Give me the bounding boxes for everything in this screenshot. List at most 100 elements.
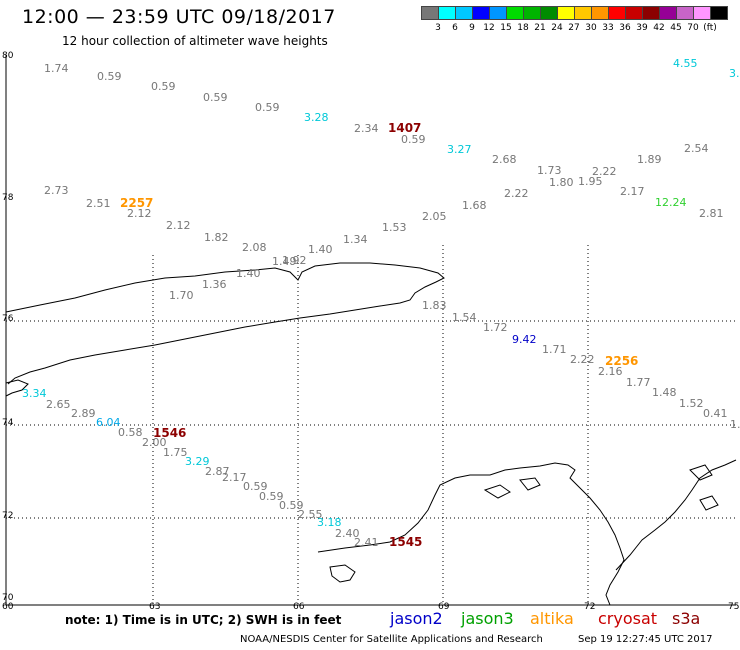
- wave-height-value: 0.59: [279, 499, 304, 512]
- wave-height-value: 0.59: [97, 70, 122, 83]
- wave-height-value: 1.: [730, 418, 740, 431]
- wave-height-value: 1.77: [626, 376, 651, 389]
- wave-height-value: 12.24: [655, 196, 687, 209]
- wave-height-value: 1.70: [169, 289, 194, 302]
- wave-height-value: 1.68: [462, 199, 487, 212]
- wave-height-value: 2.12: [127, 207, 152, 220]
- wave-height-value: 1.75: [163, 446, 188, 459]
- wave-height-value: 9.42: [512, 333, 537, 346]
- novaya-zemlya-coast-north: [5, 262, 445, 385]
- wave-height-value: 2.89: [71, 407, 96, 420]
- islands: [329, 464, 719, 583]
- legend-swatch: [710, 6, 728, 20]
- legend-label: 12: [483, 23, 495, 33]
- wave-height-value: 2.40: [335, 527, 360, 540]
- wave-height-value: 6.04: [96, 416, 121, 429]
- legend-label: 70: [687, 23, 699, 33]
- legend-label: 27: [568, 23, 580, 33]
- satellite-cryosat: cryosat: [598, 609, 658, 628]
- legend-label: 6: [452, 23, 458, 33]
- longitude-label: 75: [728, 602, 739, 612]
- legend-label: 45: [670, 23, 682, 33]
- wave-height-value: 4.55: [673, 57, 698, 70]
- wave-height-value: 3.34: [22, 387, 47, 400]
- wave-height-value: 2.22: [592, 165, 617, 178]
- pass-time-label: 1545: [389, 535, 422, 549]
- wave-height-value: 1.92: [282, 254, 307, 267]
- legend-label: 9: [469, 23, 475, 33]
- pass-time-label: 2256: [605, 354, 638, 368]
- wave-height-value: 0.59: [151, 80, 176, 93]
- wave-height-value: 2.08: [242, 241, 267, 254]
- footer-note: note: 1) Time is in UTC; 2) SWH is in fe…: [65, 613, 342, 627]
- wave-height-value: 1.83: [422, 299, 447, 312]
- longitude-label: 66: [293, 602, 305, 612]
- satellite-jason3: jason3: [461, 609, 514, 628]
- wave-height-observations: 1.740.590.590.590.593.282.340.593.272.68…: [22, 57, 740, 549]
- wave-height-value: 1.49: [272, 255, 297, 268]
- wave-height-value: 3.: [729, 67, 740, 80]
- wave-height-value: 2.87: [205, 465, 230, 478]
- legend-label: 24: [551, 23, 563, 33]
- latitude-label: 80: [2, 51, 14, 61]
- legend-label: 21: [534, 23, 546, 33]
- wave-height-value: 2.05: [422, 210, 447, 223]
- satellite-jason2: jason2: [390, 609, 443, 628]
- wave-height-value: 2.00: [142, 436, 167, 449]
- satellite-s3a: s3a: [672, 609, 701, 628]
- satellite-altika: altika: [530, 609, 574, 628]
- pass-time-label: 1546: [153, 426, 186, 440]
- longitude-label: 63: [149, 602, 160, 612]
- wave-height-value: 2.22: [504, 187, 529, 200]
- wave-height-value: 2.73: [44, 184, 69, 197]
- legend-label: 39: [636, 23, 648, 33]
- wave-height-value: 2.55: [298, 508, 323, 521]
- map-subtitle: 12 hour collection of altimeter wave hei…: [62, 34, 328, 48]
- latitude-label: 76: [2, 314, 14, 324]
- wave-height-value: 1.40: [308, 243, 333, 256]
- longitude-label: 60: [2, 602, 14, 612]
- latitude-label: 78: [2, 193, 14, 203]
- wave-height-value: 1.72: [483, 321, 508, 334]
- wave-height-value: 2.12: [166, 219, 191, 232]
- generation-timestamp: Sep 19 12:27:45 UTC 2017: [578, 634, 713, 645]
- latitude-label: 72: [2, 511, 13, 521]
- legend-label: (ft): [703, 23, 717, 33]
- wave-height-value: 2.17: [222, 471, 247, 484]
- wave-height-value: 1.80: [549, 176, 574, 189]
- wave-height-value: 0.59: [203, 91, 228, 104]
- map-title: 12:00 — 23:59 UTC 09/18/2017: [22, 6, 336, 28]
- wave-height-value: 0.59: [259, 490, 284, 503]
- legend-label: 36: [619, 23, 631, 33]
- wave-height-value: 2.22: [570, 353, 595, 366]
- wave-height-value: 2.41: [354, 536, 379, 549]
- wave-height-value: 3.18: [317, 516, 342, 529]
- pass-time-labels: 1407 2257 2256 1546 1545: [120, 121, 638, 549]
- wave-height-value: 1.54: [452, 311, 477, 324]
- pass-time-label: 1407: [388, 121, 421, 135]
- wave-height-value: 0.59: [255, 101, 280, 114]
- wave-height-value: 3.29: [185, 455, 210, 468]
- wave-height-value: 3.28: [304, 111, 329, 124]
- legend-label: 30: [585, 23, 597, 33]
- wave-height-value: 0.59: [243, 480, 268, 493]
- wave-height-value: 1.74: [44, 62, 69, 75]
- wave-height-value: 1.73: [537, 164, 562, 177]
- wave-height-value: 3.27: [447, 143, 472, 156]
- wave-height-value: 2.68: [492, 153, 517, 166]
- wave-height-value: 2.81: [699, 207, 724, 220]
- wave-height-value: 1.52: [679, 397, 704, 410]
- credit-line: NOAA/NESDIS Center for Satellite Applica…: [240, 634, 543, 645]
- pass-time-label: 2257: [120, 196, 153, 210]
- wave-height-value: 0.41: [703, 407, 728, 420]
- wave-height-value: 0.59: [401, 133, 426, 146]
- map-frame: [5, 55, 736, 606]
- wave-height-value: 1.71: [542, 343, 567, 356]
- longitude-label: 69: [438, 602, 450, 612]
- wave-height-value: 1.95: [578, 175, 603, 188]
- novaya-zemlya-coast-south: [5, 379, 29, 397]
- legend-label: 18: [517, 23, 529, 33]
- coastline: [5, 262, 737, 606]
- legend-label: 15: [500, 23, 512, 33]
